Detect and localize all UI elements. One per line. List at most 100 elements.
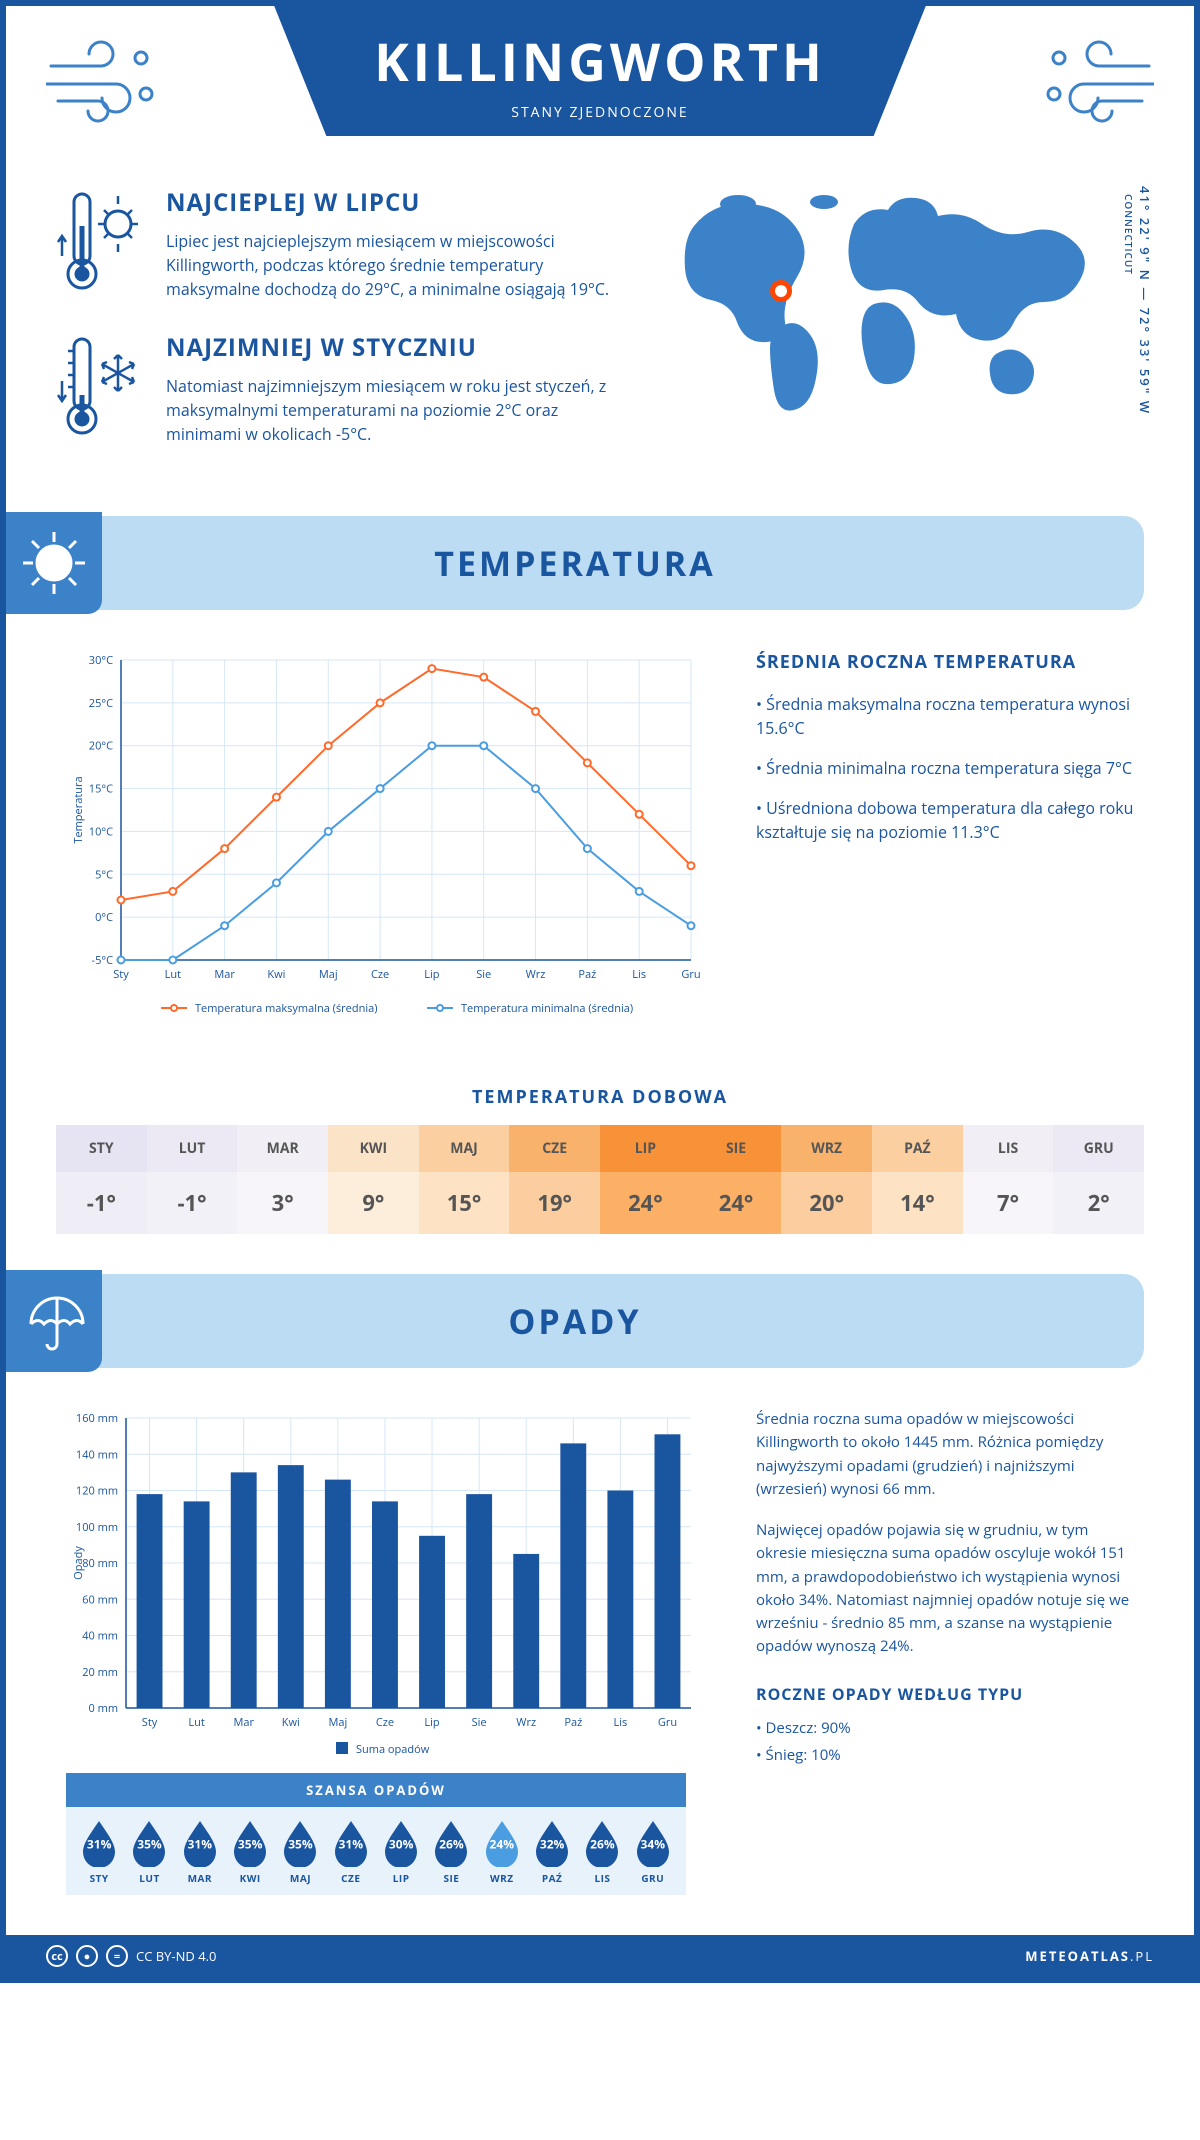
daily-temp-table: STY-1°LUT-1°MAR3°KWI9°MAJ15°CZE19°LIP24°… xyxy=(56,1125,1144,1234)
temp-value: 24° xyxy=(691,1172,782,1234)
daily-col: STY-1° xyxy=(56,1125,147,1234)
nd-icon: = xyxy=(106,1945,128,1967)
world-map-icon xyxy=(664,186,1104,416)
temp-value: 15° xyxy=(419,1172,510,1234)
chance-title: SZANSA OPADÓW xyxy=(66,1773,686,1807)
daily-col: GRU2° xyxy=(1053,1125,1144,1234)
chance-drop: 24%WRZ xyxy=(482,1819,522,1885)
chance-drop: 35%LUT xyxy=(129,1819,169,1885)
title-banner: KILLINGWORTH STANY ZJEDNOCZONE xyxy=(274,6,926,136)
svg-text:Opady: Opady xyxy=(71,1546,86,1580)
temp-value: -1° xyxy=(56,1172,147,1234)
temp-value: 24° xyxy=(600,1172,691,1234)
license-text: CC BY-ND 4.0 xyxy=(136,1947,216,1965)
svg-text:Cze: Cze xyxy=(371,967,389,982)
country-name: STANY ZJEDNOCZONE xyxy=(374,103,826,122)
precip-summary: Średnia roczna suma opadów w miejscowośc… xyxy=(756,1408,1134,1895)
chance-drop: 26%SIE xyxy=(431,1819,471,1885)
precip-bar-chart: 0 mm20 mm40 mm60 mm80 mm100 mm120 mm140 … xyxy=(66,1408,706,1895)
svg-text:Temperatura minimalna (średnia: Temperatura minimalna (średnia) xyxy=(461,1001,633,1016)
brand: METEOATLAS.PL xyxy=(1025,1947,1154,1965)
month-label: MAJ xyxy=(419,1125,510,1172)
location-marker-icon xyxy=(770,280,792,302)
fact-coldest: NAJZIMNIEJ W STYCZNIU Natomiast najzimni… xyxy=(56,331,634,446)
temp-value: 9° xyxy=(328,1172,419,1234)
fact-text: Lipiec jest najcieplejszym miesiącem w m… xyxy=(166,229,634,301)
state-name: CONNECTICUT xyxy=(1122,194,1136,415)
chance-drop: 31%CZE xyxy=(331,1819,371,1885)
month-label: LUT xyxy=(147,1125,238,1172)
month-label: SIE xyxy=(691,1125,782,1172)
temperature-body: -5°C0°C5°C10°C15°C20°C25°C30°CStyLutMarK… xyxy=(6,640,1194,1065)
summary-item: Uśredniona dobowa temperatura dla całego… xyxy=(756,796,1134,844)
svg-text:Wrz: Wrz xyxy=(516,1715,536,1730)
thermometer-hot-icon xyxy=(56,186,146,301)
svg-text:140 mm: 140 mm xyxy=(76,1447,118,1462)
license: cc ● = CC BY-ND 4.0 xyxy=(46,1945,216,1967)
by-type-item: • Śnieg: 10% xyxy=(756,1742,1134,1769)
svg-text:20 mm: 20 mm xyxy=(82,1665,118,1680)
daily-col: LIS7° xyxy=(963,1125,1054,1234)
chance-of-precip: SZANSA OPADÓW 31%STY35%LUT31%MAR35%KWI35… xyxy=(66,1773,686,1895)
chance-drop: 35%KWI xyxy=(230,1819,270,1885)
svg-text:Lip: Lip xyxy=(424,1715,440,1730)
daily-col: WRZ20° xyxy=(781,1125,872,1234)
chance-drop: 31%MAR xyxy=(180,1819,220,1885)
chance-drop: 31%STY xyxy=(79,1819,119,1885)
intro-section: NAJCIEPLEJ W LIPCU Lipiec jest najcieple… xyxy=(6,176,1194,506)
temp-value: 14° xyxy=(872,1172,963,1234)
cc-icon: cc xyxy=(46,1945,68,1967)
section-header-temperature: TEMPERATURA xyxy=(6,516,1144,610)
month-label: LIP xyxy=(600,1125,691,1172)
temp-value: 7° xyxy=(963,1172,1054,1234)
svg-text:80 mm: 80 mm xyxy=(82,1556,118,1571)
daily-col: CZE19° xyxy=(509,1125,600,1234)
summary-title: ŚREDNIA ROCZNA TEMPERATURA xyxy=(756,650,1134,674)
by-type-item: • Deszcz: 90% xyxy=(756,1715,1134,1742)
city-name: KILLINGWORTH xyxy=(374,26,826,97)
svg-text:Paź: Paź xyxy=(578,967,596,982)
footer: cc ● = CC BY-ND 4.0 METEOATLAS.PL xyxy=(6,1935,1194,1977)
by-type-title: ROCZNE OPADY WEDŁUG TYPU xyxy=(756,1683,1134,1705)
daily-col: MAR3° xyxy=(237,1125,328,1234)
sun-icon xyxy=(6,512,102,614)
daily-col: LUT-1° xyxy=(147,1125,238,1234)
svg-text:0 mm: 0 mm xyxy=(88,1701,118,1716)
svg-text:5°C: 5°C xyxy=(95,867,113,882)
svg-text:Mar: Mar xyxy=(233,1715,254,1730)
daily-col: KWI9° xyxy=(328,1125,419,1234)
svg-text:Lut: Lut xyxy=(188,1715,204,1730)
precip-para: Średnia roczna suma opadów w miejscowośc… xyxy=(756,1408,1134,1501)
temp-value: -1° xyxy=(147,1172,238,1234)
svg-text:Mar: Mar xyxy=(214,967,235,982)
month-label: STY xyxy=(56,1125,147,1172)
svg-text:120 mm: 120 mm xyxy=(76,1484,118,1499)
month-label: KWI xyxy=(328,1125,419,1172)
svg-text:Kwi: Kwi xyxy=(282,1715,300,1730)
temp-value: 19° xyxy=(509,1172,600,1234)
month-label: MAR xyxy=(237,1125,328,1172)
temperature-line-chart: -5°C0°C5°C10°C15°C20°C25°C30°CStyLutMarK… xyxy=(66,650,706,1035)
svg-text:Sty: Sty xyxy=(113,967,129,982)
svg-text:40 mm: 40 mm xyxy=(82,1629,118,1644)
summary-item: Średnia minimalna roczna temperatura się… xyxy=(756,756,1134,780)
svg-text:Sie: Sie xyxy=(476,967,491,982)
svg-text:30°C: 30°C xyxy=(89,653,113,668)
svg-text:25°C: 25°C xyxy=(89,696,113,711)
fact-title: NAJCIEPLEJ W LIPCU xyxy=(166,186,634,219)
month-label: GRU xyxy=(1053,1125,1144,1172)
precip-para: Najwięcej opadów pojawia się w grudniu, … xyxy=(756,1519,1134,1659)
svg-text:Suma opadów: Suma opadów xyxy=(356,1742,430,1757)
temp-value: 3° xyxy=(237,1172,328,1234)
svg-text:Wrz: Wrz xyxy=(526,967,546,982)
svg-text:Maj: Maj xyxy=(328,1715,347,1730)
svg-text:Lut: Lut xyxy=(165,967,181,982)
daily-col: MAJ15° xyxy=(419,1125,510,1234)
header: KILLINGWORTH STANY ZJEDNOCZONE xyxy=(6,6,1194,176)
fact-warmest: NAJCIEPLEJ W LIPCU Lipiec jest najcieple… xyxy=(56,186,634,301)
svg-text:Gru: Gru xyxy=(681,967,700,982)
temperature-summary: ŚREDNIA ROCZNA TEMPERATURA Średnia maksy… xyxy=(756,650,1134,1035)
svg-text:Cze: Cze xyxy=(376,1715,394,1730)
month-label: CZE xyxy=(509,1125,600,1172)
daily-col: PAŹ14° xyxy=(872,1125,963,1234)
